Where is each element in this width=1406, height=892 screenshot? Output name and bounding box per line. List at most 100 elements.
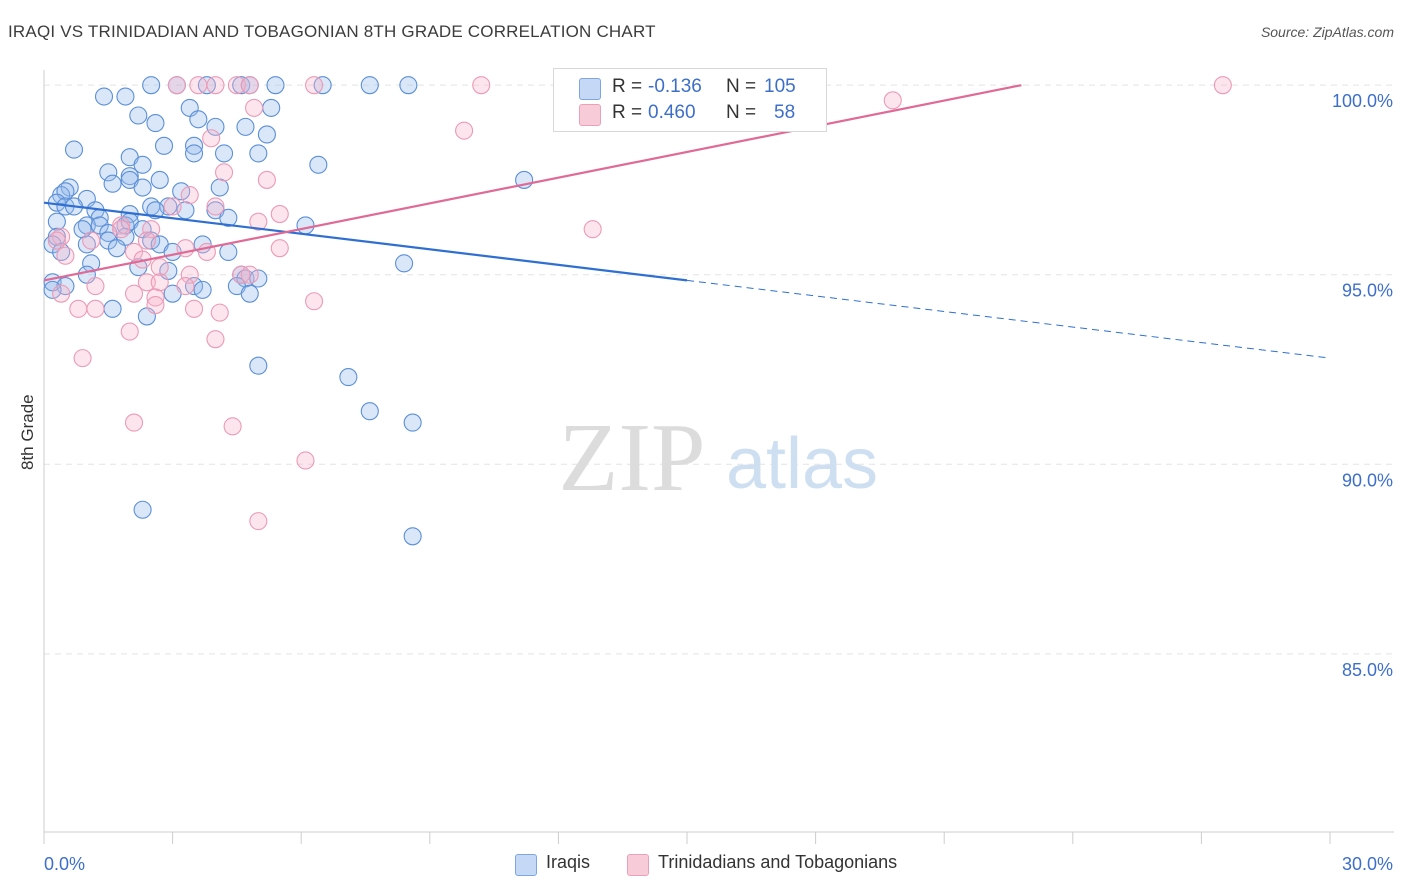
iraqi-point	[206, 117, 225, 136]
x-tick-label: 30.0%	[1342, 854, 1393, 874]
series-legend: Iraqis Trinidadians and Tobagonians	[0, 852, 1406, 878]
y-tick-label: 100.0%	[1332, 91, 1393, 111]
trinidadian-point	[257, 170, 276, 189]
trinidadian-point	[86, 299, 105, 318]
legend-swatch-iraqis	[579, 78, 601, 100]
trinidadian-point	[176, 277, 195, 296]
iraqi-point	[395, 254, 414, 273]
trinidadian-point	[150, 258, 169, 277]
trinidadian-point	[455, 121, 474, 140]
legend-r-value: 0.460	[648, 102, 696, 123]
watermark: ZIP atlas	[559, 404, 879, 512]
series-legend-swatch-iraqis	[515, 854, 537, 876]
series-legend-swatch-trinidadians	[627, 854, 649, 876]
trinidadian-point	[472, 76, 491, 95]
iraqi-point	[403, 527, 422, 546]
iraqi-point	[210, 178, 229, 197]
iraqi-point	[236, 117, 255, 136]
trinidadian-point	[120, 322, 139, 341]
iraqi-point	[184, 136, 204, 155]
trinidadian-point	[47, 231, 66, 250]
correlation-legend: R = -0.136 N = 105 R = 0.460 N = 58	[553, 68, 827, 132]
watermark-zip: ZIP	[559, 404, 706, 512]
trinidadian-point	[583, 220, 602, 239]
legend-n-value: 58	[774, 102, 796, 123]
watermark-atlas: atlas	[726, 424, 878, 504]
trinidadian-point	[69, 299, 88, 318]
iraqi-point	[240, 284, 259, 303]
iraqi-point	[214, 144, 234, 163]
iraqi-point	[133, 500, 152, 519]
iraqi-point	[94, 87, 114, 106]
iraqi-point	[249, 144, 268, 163]
iraqi-point	[103, 299, 122, 318]
iraqi-point	[399, 76, 418, 95]
trinidadian-point	[244, 98, 264, 117]
trinidadian-point	[180, 265, 199, 284]
iraqi-point	[249, 356, 268, 375]
x-tick-labels: 0.0% 30.0%	[44, 854, 1393, 874]
trinidadian-point	[206, 330, 225, 349]
iraqi-point	[219, 208, 238, 227]
y-tick-label: 95.0%	[1342, 281, 1393, 301]
series-legend-label-trinidadians: Trinidadians and Tobagonians	[658, 852, 898, 872]
grid-lines	[44, 84, 1394, 655]
iraqi-point	[133, 155, 152, 174]
trinidadian-point	[146, 288, 165, 307]
legend-swatch-trinidadians	[579, 104, 601, 126]
trinidadian-point	[270, 205, 289, 224]
iraqi-point	[360, 402, 379, 421]
iraqi-point	[43, 280, 62, 299]
iraqi-point	[120, 167, 139, 186]
series-legend-label-iraqis: Iraqis	[546, 852, 591, 872]
iraqi-point	[133, 178, 152, 197]
trinidadian-point	[112, 220, 131, 239]
trinidadian-point	[73, 349, 92, 368]
trinidadian-point	[883, 91, 902, 110]
iraqi-point	[262, 98, 281, 117]
iraqi-point	[154, 136, 174, 155]
source-label: Source: ZipAtlas.com	[1260, 24, 1394, 40]
legend-r-label: R =	[612, 102, 643, 123]
iraqi-point	[184, 144, 204, 163]
iraqi-point	[47, 212, 66, 231]
iraqi-point	[309, 155, 328, 174]
iraqi-point	[219, 242, 238, 262]
iraqi-point	[116, 87, 135, 106]
trinidadian-trend-line	[43, 84, 1022, 282]
iraqi-point	[339, 368, 358, 387]
iraqi-trend-line	[43, 201, 688, 282]
legend-row-trinidadians: R = 0.460 N = 58	[554, 101, 826, 127]
y-tick-label: 90.0%	[1342, 470, 1393, 490]
iraqi-point	[360, 76, 379, 95]
legend-row-iraqis: R = -0.136 N = 105	[554, 75, 826, 101]
iraqi-point	[193, 280, 212, 299]
trinidadian-point	[223, 417, 242, 436]
trinidadian-point	[210, 303, 229, 322]
trinidadian-point	[249, 212, 268, 231]
trinidadian-point	[305, 76, 324, 95]
iraqi-point	[266, 76, 285, 95]
trinidadian-point	[137, 273, 156, 292]
trinidadian-point	[240, 265, 259, 284]
trinidadian-point	[214, 163, 234, 182]
chart-title: IRAQI VS TRINIDADIAN AND TOBAGONIAN 8TH …	[8, 22, 656, 41]
trinidadian-points	[47, 76, 1232, 531]
iraqi-point	[146, 114, 165, 133]
iraqi-point	[146, 201, 165, 220]
trinidadian-point	[56, 246, 75, 265]
trinidadian-point	[150, 273, 169, 292]
y-tick-label: 85.0%	[1342, 660, 1393, 680]
trinidadian-point	[184, 299, 204, 318]
trinidadian-point	[206, 197, 225, 216]
y-tick-labels: 85.0% 90.0% 95.0% 100.0%	[1332, 91, 1393, 680]
legend-n-value: 105	[764, 76, 796, 97]
trinidadian-point	[206, 76, 225, 95]
trinidadian-point	[124, 284, 144, 303]
iraqi-point	[103, 174, 122, 193]
trinidadian-point	[112, 216, 131, 235]
iraqi-point	[296, 216, 315, 235]
trinidadian-point	[82, 231, 101, 250]
iraqi-point	[403, 413, 422, 432]
